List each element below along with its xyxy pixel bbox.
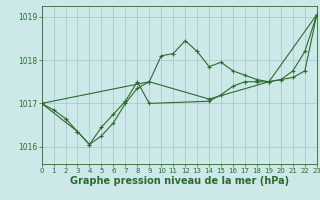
X-axis label: Graphe pression niveau de la mer (hPa): Graphe pression niveau de la mer (hPa) [70, 176, 289, 186]
